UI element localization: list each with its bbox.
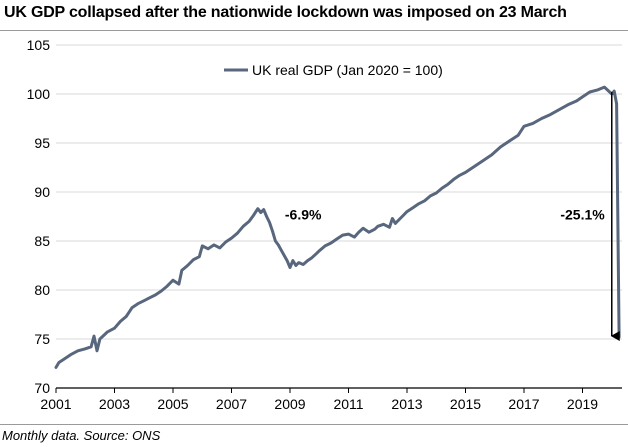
title-divider	[0, 30, 628, 31]
annotation-label: -6.9%	[285, 206, 322, 222]
gdp-line-chart: 70 75 80 85 90 95 100 105 2001 2003 2005 2007 2009 20…	[27, 37, 622, 412]
x-tick-label: 2005	[157, 396, 188, 412]
x-tick-label: 2015	[450, 396, 481, 412]
x-tick-label: 2011	[333, 396, 363, 412]
legend: UK real GDP (Jan 2020 = 100)	[224, 62, 443, 78]
legend-label: UK real GDP (Jan 2020 = 100)	[252, 62, 443, 78]
y-tick-label: 105	[27, 37, 51, 53]
y-tick-label: 80	[34, 282, 50, 298]
axes: 70 75 80 85 90 95 100 105 2001 2003 2005 2007 2009 20…	[27, 37, 622, 412]
y-tick-label: 95	[34, 135, 50, 151]
y-tick-label: 100	[27, 86, 51, 102]
annotations: -6.9% -25.1%	[285, 92, 620, 342]
chart-title: UK GDP collapsed after the nationwide lo…	[4, 4, 567, 21]
x-tick-label: 2019	[567, 396, 598, 412]
source-note: Monthly data. Source: ONS	[2, 428, 161, 443]
x-tick-label: 2007	[216, 396, 247, 412]
series-layer	[54, 85, 621, 369]
y-tick-label: 90	[34, 184, 50, 200]
series-line-gdp	[54, 85, 621, 369]
grid-lines	[56, 44, 622, 340]
y-tick-label: 75	[34, 331, 50, 347]
x-tick-label: 2013	[391, 396, 422, 412]
y-tick-label: 85	[34, 233, 50, 249]
x-tick-label: 2001	[40, 396, 71, 412]
y-tick-label: 70	[34, 380, 50, 396]
annotation-label: -25.1%	[560, 206, 605, 222]
x-tick-label: 2003	[99, 396, 130, 412]
footer-divider	[0, 424, 628, 425]
x-tick-label: 2017	[508, 396, 539, 412]
x-tick-label: 2009	[274, 396, 305, 412]
